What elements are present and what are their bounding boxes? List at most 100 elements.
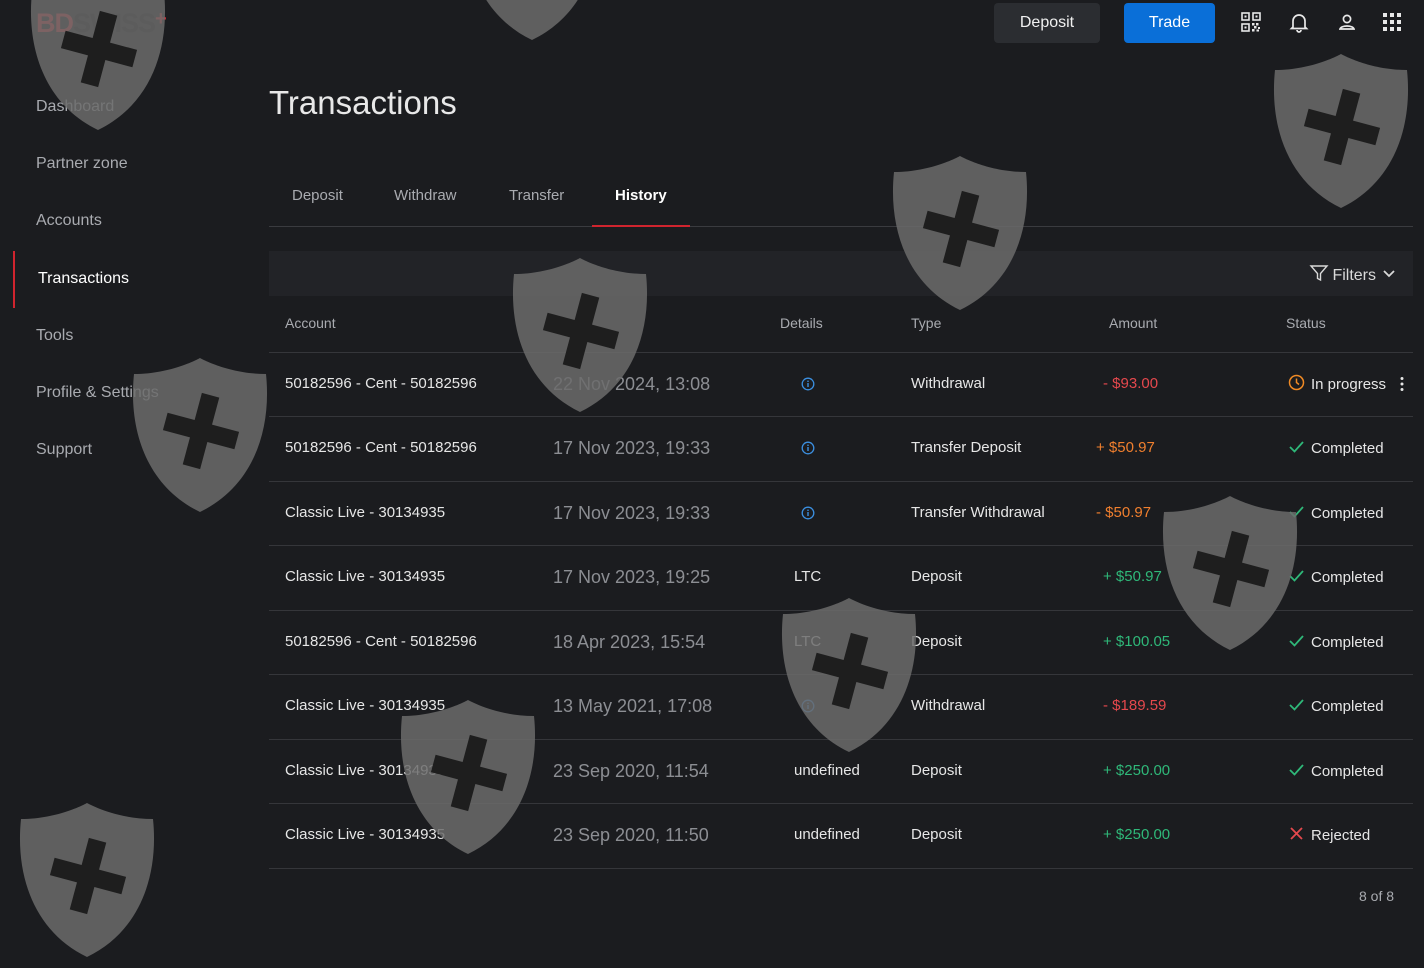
info-icon[interactable] [801, 377, 815, 391]
cell-account: 50182596 - Cent - 50182596 [285, 633, 477, 650]
info-icon[interactable] [801, 506, 815, 520]
tab-deposit[interactable]: Deposit [292, 187, 343, 204]
user-icon[interactable] [1336, 11, 1358, 33]
sidebar-item-accounts[interactable]: Accounts [36, 212, 102, 229]
column-header-account: Account [285, 315, 336, 331]
cell-amount: - $189.59 [1103, 697, 1167, 714]
cell-type: Transfer Deposit [911, 439, 1022, 456]
cell-type: Withdrawal [911, 697, 986, 714]
cell-details: undefined [794, 762, 860, 779]
watermark-shield-icon [771, 592, 927, 758]
cell-time: 22 Nov 2024, 13:08 [553, 374, 711, 394]
cell-time: 17 Nov 2023, 19:33 [553, 438, 711, 458]
cell-type: Transfer Withdrawal [911, 504, 1045, 521]
status-label: Completed [1311, 763, 1384, 780]
watermark-shield-icon [122, 352, 278, 518]
row-divider [269, 868, 1413, 869]
cell-account: Classic Live - 30134935 [285, 826, 446, 843]
cell-details: LTC [794, 633, 822, 650]
column-header-status: Status [1286, 315, 1326, 331]
row-divider [269, 481, 1413, 482]
tab-transfer[interactable]: Transfer [509, 187, 565, 204]
filter-funnel-icon [1309, 263, 1329, 288]
row-divider [269, 803, 1413, 804]
check-icon [1288, 438, 1305, 459]
row-divider [269, 545, 1413, 546]
status-in-progress: In progress [1288, 374, 1386, 395]
check-icon [1288, 696, 1305, 717]
sidebar-active-indicator [13, 251, 15, 308]
cell-time: 17 Nov 2023, 19:33 [553, 503, 711, 523]
tab-history[interactable]: History [615, 187, 667, 204]
watermark-shield-icon [1263, 48, 1419, 214]
status-label: Rejected [1311, 827, 1371, 844]
sidebar-item-tools[interactable]: Tools [36, 327, 74, 344]
cell-amount: - $93.00 [1103, 375, 1159, 392]
chevron-down-icon [1379, 263, 1399, 288]
status-completed: Completed [1288, 632, 1384, 653]
info-icon[interactable] [801, 441, 815, 455]
status-label: Completed [1311, 634, 1384, 651]
cell-amount: + $50.97 [1096, 439, 1155, 456]
status-rejected: Rejected [1288, 825, 1370, 846]
watermark-shield-icon [9, 797, 165, 963]
sidebar-item-partner-zone[interactable]: Partner zone [36, 155, 128, 172]
column-header-amount: Amount [1109, 315, 1158, 331]
sidebar-item-transactions[interactable]: Transactions [38, 270, 129, 287]
check-icon [1288, 503, 1305, 524]
cell-type: Withdrawal [911, 375, 986, 392]
sidebar-item-dashboard[interactable]: Dashboard [36, 98, 115, 115]
cell-type: Deposit [911, 633, 962, 650]
header-deposit-button[interactable]: Deposit [994, 3, 1100, 43]
status-completed: Completed [1288, 567, 1384, 588]
cell-time: 23 Sep 2020, 11:54 [553, 761, 709, 781]
cell-account: Classic Live - 30134935 [285, 762, 446, 779]
status-completed: Completed [1288, 761, 1384, 782]
column-header-type: Type [911, 315, 942, 331]
watermark-shield-icon [1152, 490, 1308, 656]
sidebar-item-profile-settings[interactable]: Profile & Settings [36, 384, 159, 401]
brand-logo[interactable]: BDSWISS+ [36, 8, 167, 39]
close-x-icon [1288, 825, 1305, 846]
cell-amount: + $250.00 [1103, 826, 1171, 843]
row-divider [269, 352, 1413, 353]
apps-grid-icon[interactable] [1381, 11, 1403, 33]
column-header-time: Time [553, 315, 584, 331]
cell-type: Deposit [911, 826, 962, 843]
cell-amount: + $50.97 [1103, 568, 1162, 585]
cell-type: Deposit [911, 568, 962, 585]
clock-icon [1288, 374, 1305, 395]
cell-amount: + $250.00 [1103, 762, 1171, 779]
row-divider [269, 416, 1413, 417]
cell-time: 17 Nov 2023, 19:25 [553, 567, 711, 587]
cell-time: 23 Sep 2020, 11:50 [553, 825, 709, 845]
cell-account: Classic Live - 30134935 [285, 697, 446, 714]
status-label: Completed [1311, 440, 1384, 457]
cell-account: Classic Live - 30134935 [285, 568, 446, 585]
filters-label: Filters [1332, 266, 1376, 284]
tab-withdraw[interactable]: Withdraw [394, 187, 457, 204]
brand-mark: + [155, 8, 167, 30]
cell-type: Deposit [911, 762, 962, 779]
cell-time: 13 May 2021, 17:08 [553, 696, 713, 716]
filters-button[interactable]: Filters [1309, 263, 1399, 288]
row-actions-kebab-icon[interactable] [1399, 376, 1405, 392]
status-label: Completed [1311, 698, 1384, 715]
header-trade-button[interactable]: Trade [1124, 3, 1215, 43]
brand-part1: BD [36, 8, 74, 38]
status-completed: Completed [1288, 696, 1384, 717]
info-icon[interactable] [801, 699, 815, 713]
bell-icon[interactable] [1288, 11, 1310, 33]
cell-amount: + $100.05 [1103, 633, 1171, 650]
row-divider [269, 674, 1413, 675]
cell-details: LTC [794, 568, 822, 585]
status-completed: Completed [1288, 438, 1384, 459]
status-completed: Completed [1288, 503, 1384, 524]
tab-active-underline [592, 225, 690, 227]
qr-code-icon[interactable] [1240, 11, 1262, 33]
cell-details: undefined [794, 826, 860, 843]
sidebar-item-support[interactable]: Support [36, 441, 93, 458]
check-icon [1288, 567, 1305, 588]
column-header-details: Details [780, 315, 823, 331]
brand-part2: SWISS [73, 8, 156, 38]
